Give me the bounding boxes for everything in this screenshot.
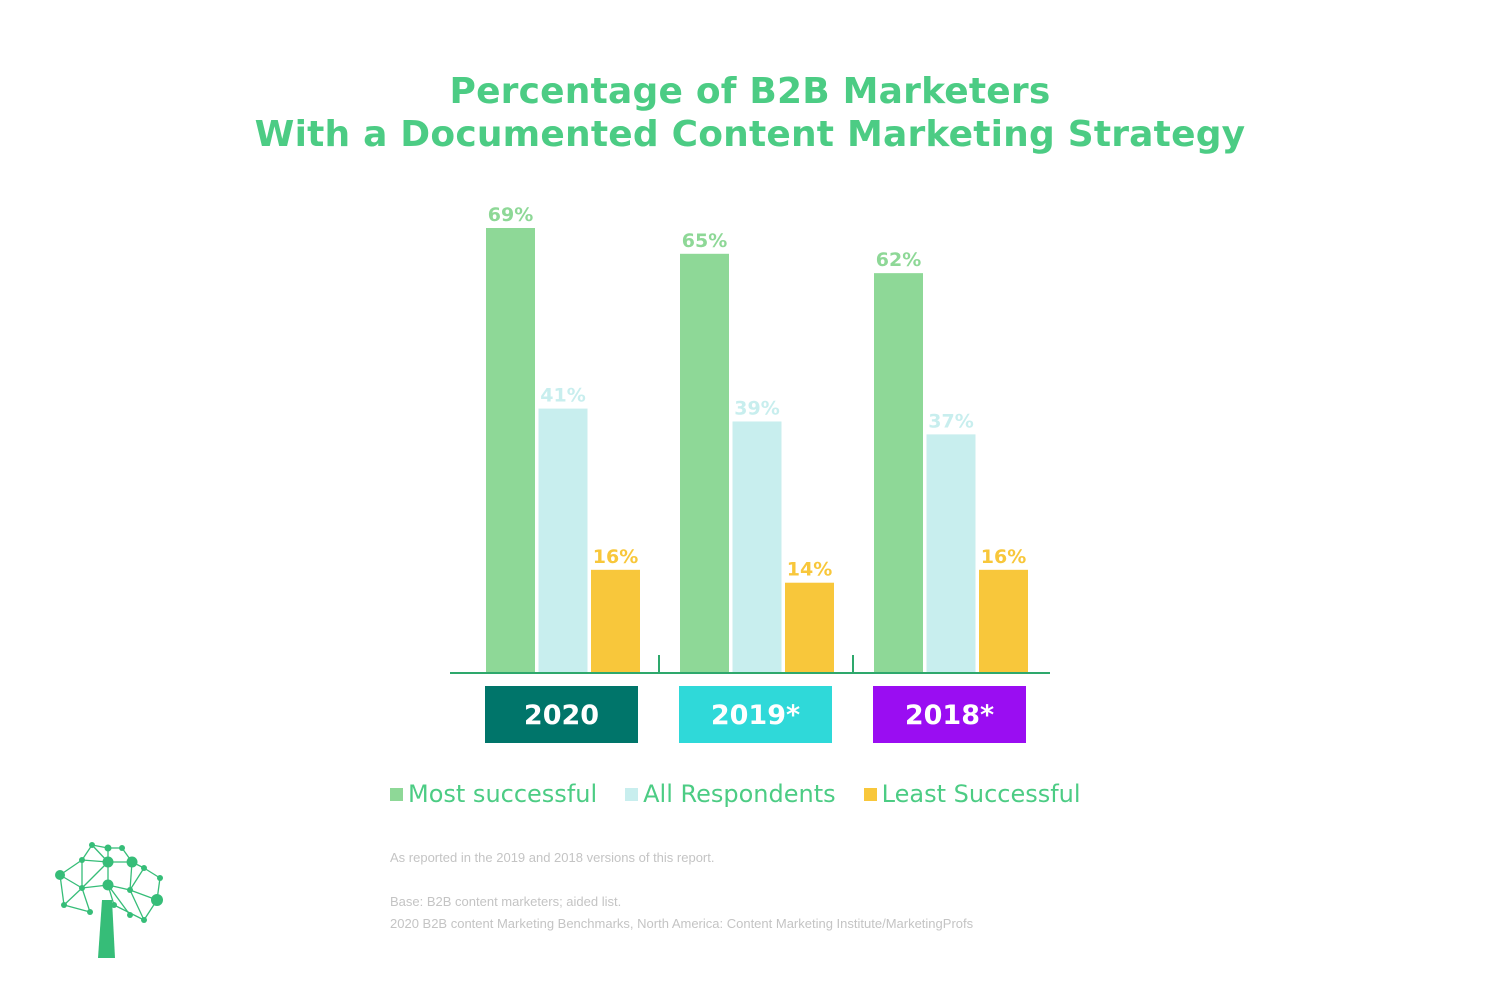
category-label-2019: 2019* xyxy=(711,700,800,731)
legend-label-most-successful: Most successful xyxy=(408,780,598,808)
legend-swatch-all-respondents xyxy=(625,787,639,801)
chart-title: Percentage of B2B Marketers With a Docum… xyxy=(0,70,1500,156)
category-label-2018: 2018* xyxy=(905,700,994,731)
data-label-least-successful-2018: 16% xyxy=(981,546,1026,568)
data-label-all-respondents-2018: 37% xyxy=(928,410,973,432)
legend-label-all-respondents: All Respondents xyxy=(643,780,836,808)
category-box-2018 xyxy=(873,686,1026,743)
data-label-all-respondents-2020: 41% xyxy=(540,385,585,407)
data-label-least-successful-2020: 16% xyxy=(593,546,638,568)
chart-notes: As reported in the 2019 and 2018 version… xyxy=(390,847,973,935)
data-label-least-successful-2019: 14% xyxy=(787,559,832,581)
chart-legend: Most successful All Respondents Least Su… xyxy=(390,780,1109,808)
category-label-2020: 2020 xyxy=(524,700,599,731)
category-box-2020 xyxy=(485,686,638,743)
legend-swatch-least-successful xyxy=(863,787,877,801)
legend-swatch-most-successful xyxy=(390,787,403,801)
bar-all-respondents-2020 xyxy=(538,408,588,673)
data-label-most-successful-2020: 69% xyxy=(488,204,533,226)
bar-all-respondents-2018 xyxy=(926,434,976,673)
bar-all-respondents-2019 xyxy=(732,421,782,673)
chart-title-line-2: With a Documented Content Marketing Stra… xyxy=(254,114,1246,155)
data-label-most-successful-2019: 65% xyxy=(682,230,727,252)
tree-network-logo-icon xyxy=(55,842,163,958)
bar-least-successful-2020 xyxy=(591,569,640,673)
bar-chart: 69% 41% 16% 2020 65% 39% 14% 2019* 62% 37% 16% 2018… xyxy=(450,204,1050,743)
data-label-all-respondents-2019: 39% xyxy=(734,397,779,419)
data-label-most-successful-2018: 62% xyxy=(876,249,921,271)
category-box-2019 xyxy=(679,686,832,743)
legend-item-most-successful: Most successful xyxy=(390,780,597,808)
bar-most-successful-2018 xyxy=(874,273,923,673)
bar-least-successful-2019 xyxy=(785,582,834,673)
legend-label-least-successful: Least Successful xyxy=(881,780,1081,808)
legend-item-all-respondents: All Respondents xyxy=(625,780,836,808)
note-base: Base: B2B content marketers; aided list. xyxy=(390,894,622,909)
bar-most-successful-2020 xyxy=(486,228,535,673)
note-source: 2020 B2B content Marketing Benchmarks, N… xyxy=(390,916,974,931)
bar-least-successful-2018 xyxy=(979,569,1028,673)
bar-most-successful-2019 xyxy=(680,253,729,673)
chart-title-line-1: Percentage of B2B Marketers xyxy=(449,71,1051,112)
note-reported: As reported in the 2019 and 2018 version… xyxy=(390,850,715,865)
legend-item-least-successful: Least Successful xyxy=(863,780,1081,808)
